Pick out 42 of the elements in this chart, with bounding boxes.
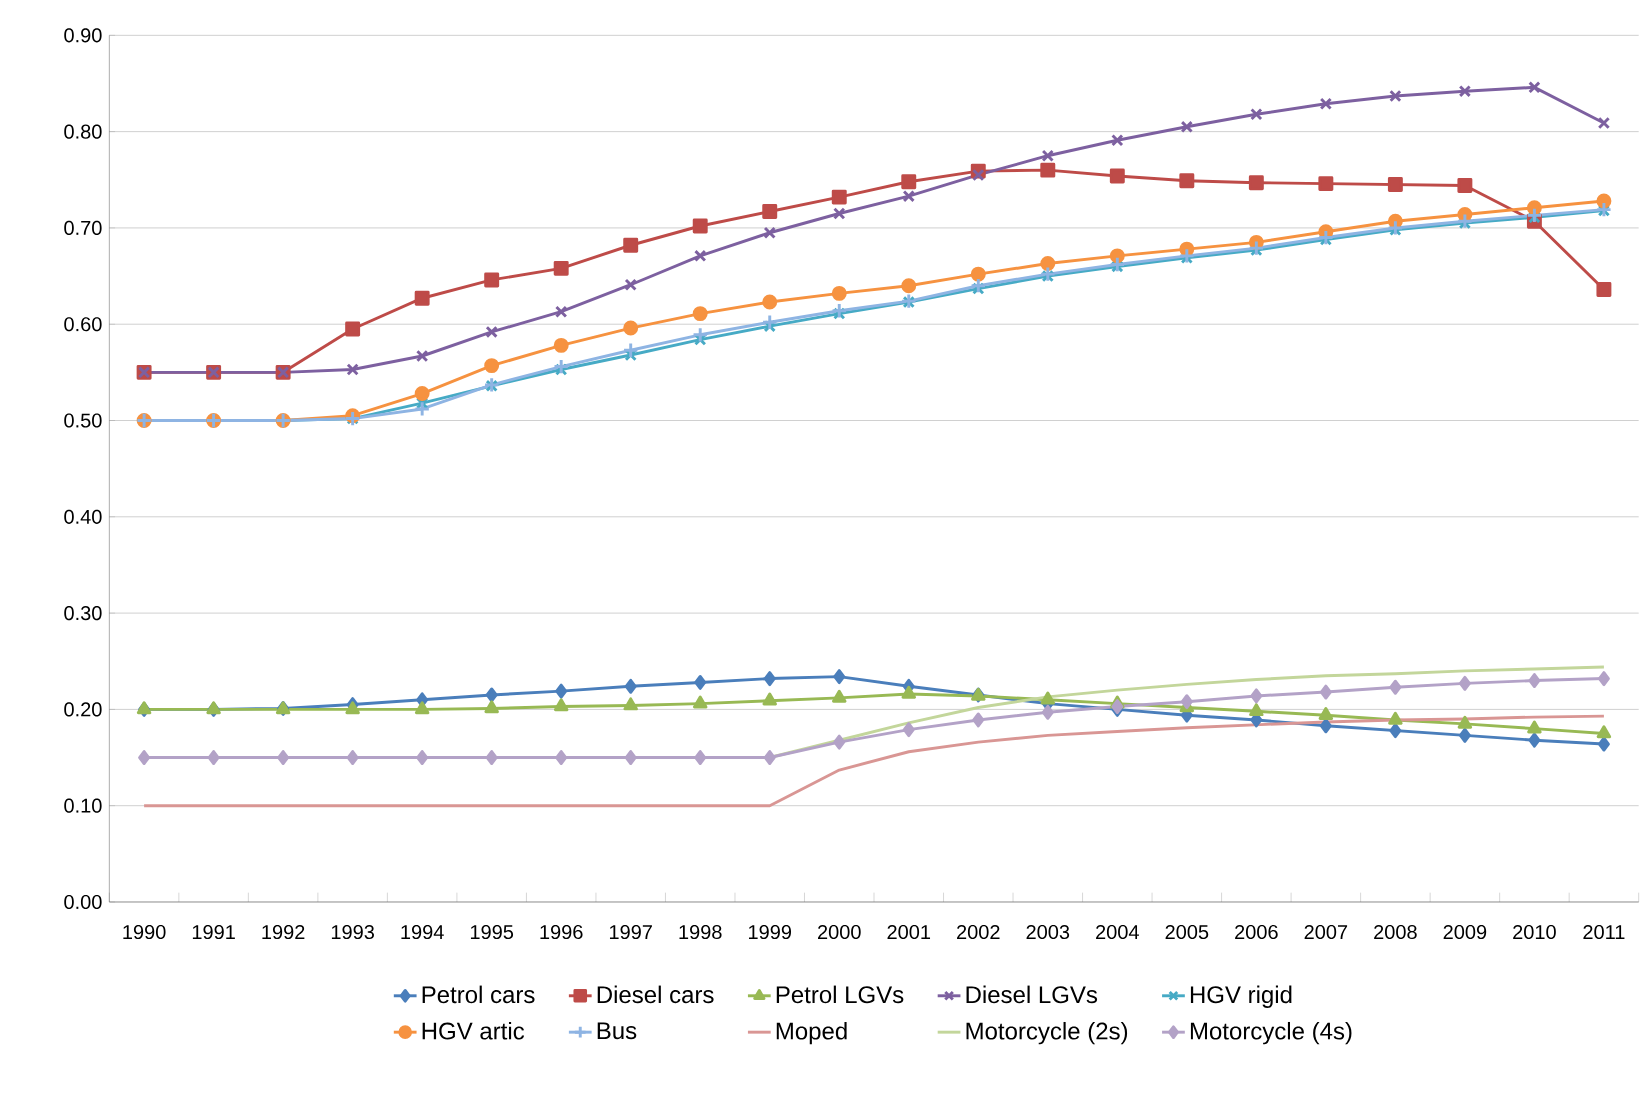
x-tick-label: 2000 (818, 924, 861, 940)
y-tick-label: 0.10 (64, 798, 102, 813)
legend-label: Diesel LGVs (966, 985, 1098, 1004)
x-tick-label: 2006 (1235, 924, 1278, 940)
y-tick-label: 0.60 (64, 317, 102, 332)
x-tick-label: 1999 (749, 924, 792, 940)
y-tick-label: 0.90 (64, 28, 102, 43)
legend-label: Bus (597, 1022, 637, 1040)
x-tick-label: 1991 (192, 924, 235, 940)
x-tick-label: 2005 (1165, 924, 1209, 940)
x-tick-label: 1998 (679, 924, 722, 940)
legend-label: HGV artic (422, 1021, 525, 1040)
legend-label: HGV rigid (1190, 985, 1292, 1008)
x-tick-label: 2009 (1443, 924, 1487, 940)
y-tick-label: 0.40 (64, 509, 102, 524)
x-tick-label: 2002 (957, 924, 1000, 940)
legend-label: Petrol cars (422, 985, 535, 1004)
x-tick-label: 1993 (331, 924, 374, 940)
legend-label: Petrol LGVs (776, 985, 904, 1004)
y-tick-label: 0.80 (64, 124, 102, 139)
y-tick-label: 0.00 (64, 894, 102, 910)
x-tick-label: 2008 (1374, 924, 1417, 940)
legend-label: Motorcycle (4s) (1190, 1021, 1352, 1045)
x-tick-label: 2007 (1304, 924, 1348, 940)
x-tick-label: 2004 (1096, 924, 1139, 940)
x-tick-label: 1996 (540, 924, 583, 940)
y-tick-label: 0.50 (64, 413, 102, 428)
x-tick-label: 2010 (1513, 924, 1556, 940)
x-tick-label: 2011 (1583, 924, 1625, 940)
x-tick-label: 1992 (262, 924, 305, 940)
legend-label: Moped (776, 1021, 847, 1045)
x-tick-label: 1995 (470, 924, 514, 940)
x-tick-label: 1994 (401, 924, 444, 940)
y-tick-label: 0.30 (64, 606, 102, 621)
y-tick-label: 0.20 (64, 702, 102, 717)
x-tick-label: 1990 (123, 924, 166, 940)
x-tick-label: 1997 (609, 924, 652, 940)
legend-label: Motorcycle (2s) (966, 1021, 1128, 1045)
legend-label: Diesel cars (597, 985, 714, 1004)
x-tick-label: 2003 (1026, 924, 1070, 940)
y-tick-label: 0.70 (64, 220, 102, 235)
x-tick-label: 2001 (887, 924, 931, 940)
